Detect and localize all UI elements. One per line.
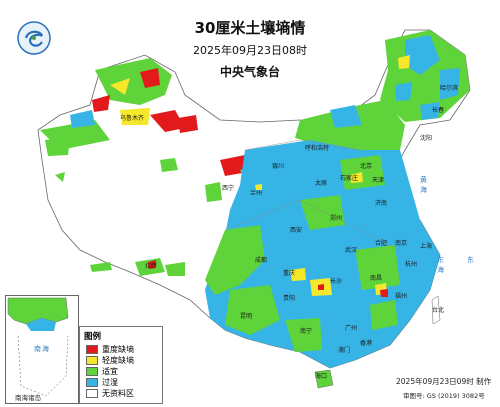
svg-text:贵阳: 贵阳 [283, 294, 295, 302]
legend-swatch-suitable [86, 367, 98, 376]
legend-item-suitable: 适宜 [86, 366, 162, 377]
svg-text:沈阳: 沈阳 [420, 134, 432, 142]
taiwan-island [431, 295, 441, 325]
svg-text:济南: 济南 [375, 199, 387, 207]
south-china-sea-inset: 南 海 [5, 295, 79, 404]
west-patches [40, 58, 222, 276]
central-east-patches [205, 140, 440, 368]
svg-text:南昌: 南昌 [370, 274, 382, 282]
svg-text:台北: 台北 [432, 306, 444, 314]
svg-text:武汉: 武汉 [345, 246, 357, 254]
legend-label: 轻度缺墒 [102, 356, 134, 365]
svg-text:海口: 海口 [315, 372, 327, 380]
svg-text:合肥: 合肥 [375, 239, 387, 247]
svg-text:太原: 太原 [315, 179, 327, 187]
cma-logo-icon [16, 20, 52, 56]
svg-text:杭州: 杭州 [405, 260, 417, 268]
legend-swatch-wet [86, 378, 98, 387]
map-approval-number: 审图号: GS (2019) 3082号 [403, 392, 485, 400]
svg-text:长沙: 长沙 [330, 277, 342, 285]
map-title: 30厘米土壤墒情 [194, 19, 306, 37]
legend-swatch-severe [86, 345, 98, 354]
northeast-patches [380, 30, 470, 122]
city-labels: 北京 天津 上海 郑州 武汉 西安 成都 重庆 长沙 昆明 贵阳 南宁 广州 香… [120, 84, 458, 380]
svg-text:北京: 北京 [360, 162, 372, 170]
issuing-agency: 中央气象台 [219, 65, 280, 79]
svg-text:天津: 天津 [372, 177, 384, 184]
svg-text:重庆: 重庆 [283, 269, 295, 277]
svg-text:福州: 福州 [395, 292, 407, 300]
map-datetime: 2025年09月23日08时 [193, 44, 307, 57]
inset-label: 南海诸岛 [15, 394, 41, 402]
svg-text:上海: 上海 [420, 242, 432, 250]
legend-label: 无资料区 [102, 389, 134, 398]
svg-text:香港: 香港 [360, 339, 372, 347]
legend: 图例 重度缺墒 轻度缺墒 适宜 过湿 无资料区 [79, 326, 163, 404]
svg-text:拉萨: 拉萨 [145, 262, 157, 270]
legend-label: 重度缺墒 [102, 345, 134, 354]
sea-label-yellow-sea-2: 海 [420, 185, 427, 194]
svg-text:长春: 长春 [432, 106, 444, 114]
svg-text:广州: 广州 [345, 324, 357, 332]
svg-text:呼和浩特: 呼和浩特 [305, 144, 329, 152]
svg-text:兰州: 兰州 [250, 189, 262, 197]
legend-title: 图例 [84, 332, 102, 342]
legend-swatch-light [86, 356, 98, 365]
svg-text:西安: 西安 [290, 226, 302, 234]
production-time: 2025年09月23日09时 制作 [396, 377, 492, 386]
svg-text:澳门: 澳门 [338, 346, 350, 354]
sea-label-yellow-sea: 黄 [420, 175, 427, 184]
legend-label: 过湿 [102, 378, 118, 387]
svg-text:南: 南 [34, 344, 41, 353]
svg-text:石家庄: 石家庄 [340, 174, 358, 182]
svg-text:西宁: 西宁 [222, 184, 234, 192]
svg-text:海: 海 [437, 265, 444, 274]
svg-text:银川: 银川 [272, 162, 284, 170]
hainan-island [314, 369, 334, 389]
svg-text:乌鲁木齐: 乌鲁木齐 [120, 114, 144, 122]
svg-text:成都: 成都 [255, 256, 267, 264]
legend-item-nodata: 无资料区 [86, 388, 162, 399]
svg-text:东: 东 [437, 255, 444, 264]
svg-text:海: 海 [42, 344, 49, 353]
svg-text:昆明: 昆明 [240, 313, 252, 320]
legend-swatch-nodata [86, 389, 98, 398]
svg-text:哈尔滨: 哈尔滨 [440, 84, 458, 92]
svg-text:南京: 南京 [395, 239, 407, 247]
legend-item-light: 轻度缺墒 [86, 355, 162, 366]
legend-label: 适宜 [102, 367, 118, 376]
svg-text:南宁: 南宁 [300, 327, 312, 335]
legend-item-severe: 重度缺墒 [86, 344, 162, 355]
legend-item-wet: 过湿 [86, 377, 162, 388]
svg-text:东: 东 [467, 255, 474, 264]
